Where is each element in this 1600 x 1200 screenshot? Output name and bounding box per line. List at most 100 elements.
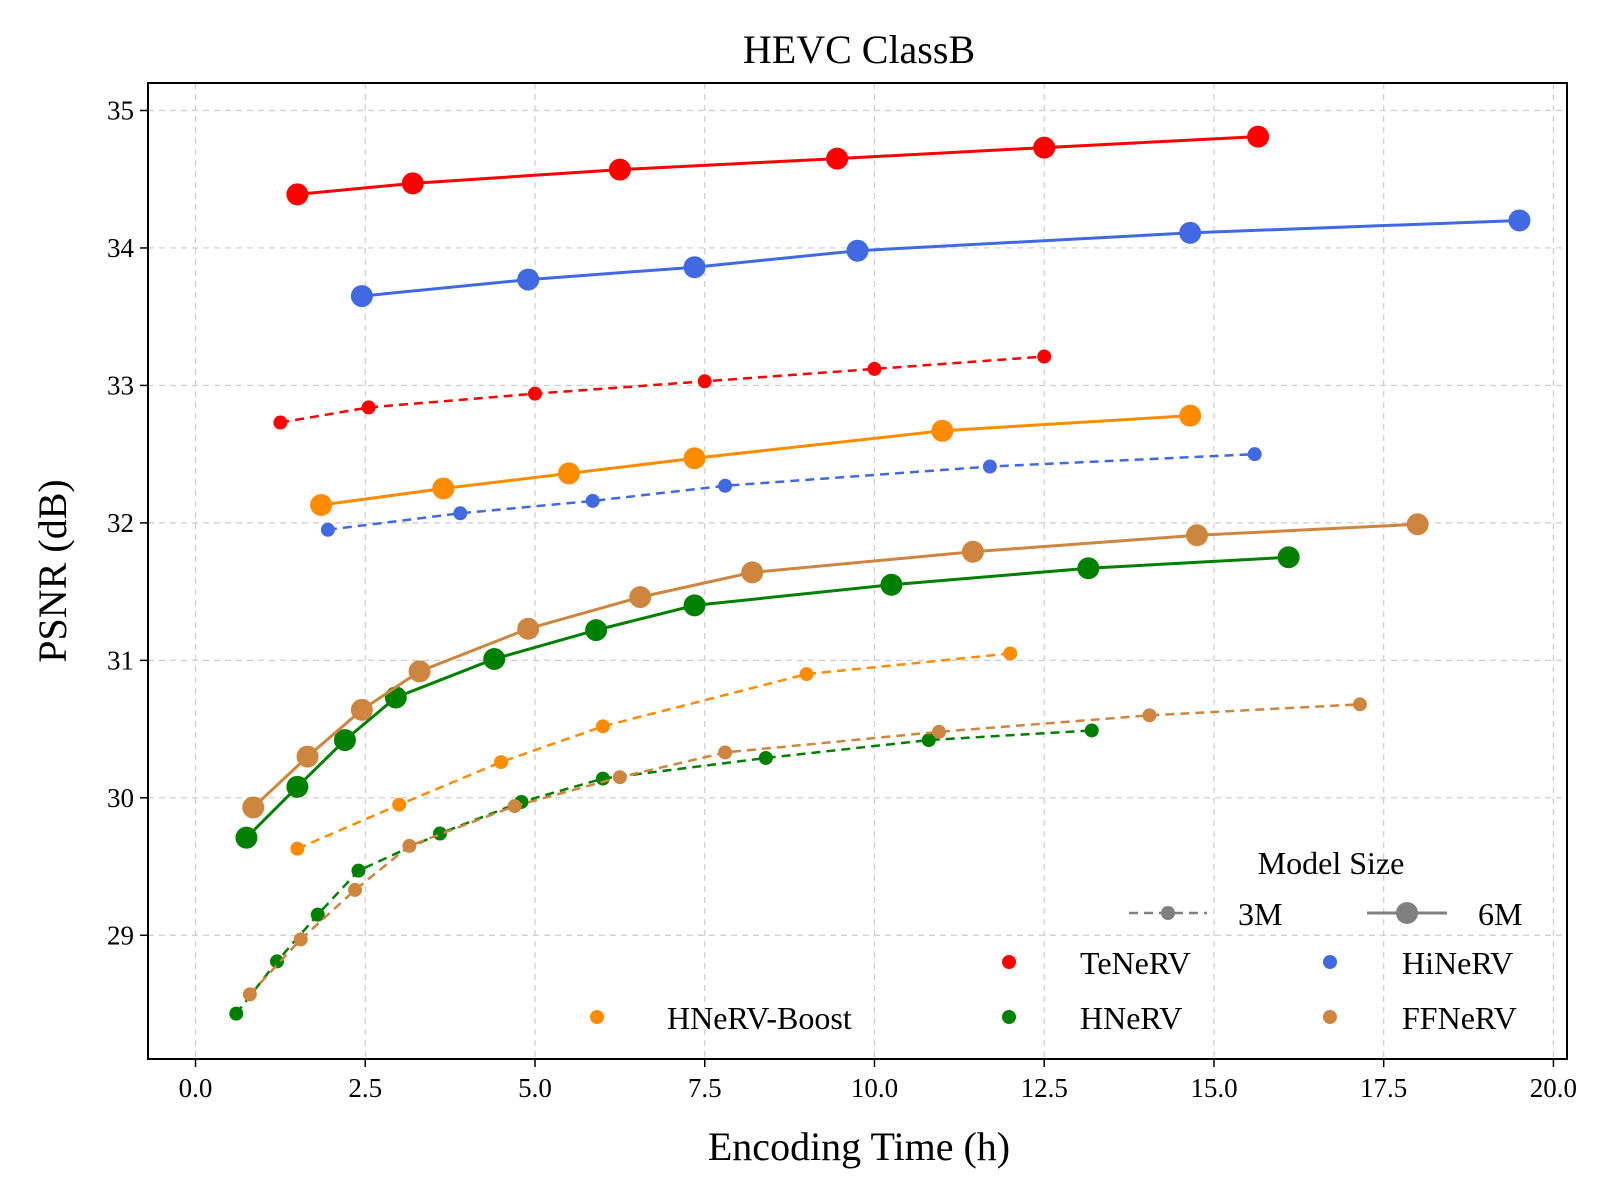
legend-marker-hnerv-boost bbox=[590, 1010, 604, 1024]
data-point bbox=[1247, 447, 1262, 462]
data-point bbox=[432, 826, 447, 841]
y-tick-label: 34 bbox=[107, 233, 135, 263]
data-point bbox=[585, 619, 608, 642]
legend-6m-label: 6M bbox=[1478, 896, 1522, 932]
data-point bbox=[758, 750, 773, 765]
data-point bbox=[408, 660, 431, 683]
data-point bbox=[432, 477, 455, 500]
data-point bbox=[799, 667, 814, 682]
data-point bbox=[1077, 557, 1100, 580]
data-point bbox=[1003, 646, 1018, 661]
data-point bbox=[826, 147, 849, 170]
series-ffnerv-6m bbox=[242, 513, 1429, 819]
legend-marker-tenerv bbox=[1002, 955, 1016, 969]
y-tick-label: 31 bbox=[107, 645, 134, 675]
legend-label-hnerv-boost: HNeRV-Boost bbox=[667, 1000, 852, 1036]
chart-title: HEVC ClassB bbox=[743, 27, 975, 72]
y-tick-label: 29 bbox=[107, 920, 134, 950]
series-line bbox=[296, 652, 1011, 850]
data-point bbox=[286, 183, 309, 206]
legend-marker-hnerv bbox=[1002, 1010, 1016, 1024]
series-line bbox=[327, 452, 1255, 532]
data-point bbox=[557, 462, 580, 485]
x-axis: 0.0 2.5 5.0 7.5 10.0 12.5 15.0 17.5 20.0 bbox=[179, 1059, 1577, 1103]
x-tick-label: 20.0 bbox=[1530, 1073, 1577, 1103]
series-line bbox=[245, 555, 1289, 839]
legend-marker-ffnerv bbox=[1323, 1010, 1337, 1024]
y-axis-label: PSNR (dB) bbox=[30, 479, 75, 662]
data-point bbox=[961, 540, 984, 563]
series-line bbox=[361, 218, 1520, 298]
data-point bbox=[293, 932, 308, 947]
data-point bbox=[507, 799, 522, 814]
data-point bbox=[392, 797, 407, 812]
x-tick-label: 0.0 bbox=[179, 1073, 213, 1103]
data-point bbox=[273, 415, 288, 430]
data-point bbox=[310, 907, 325, 922]
data-point bbox=[612, 770, 627, 785]
data-point bbox=[361, 400, 376, 415]
data-point bbox=[229, 1006, 244, 1021]
x-tick-label: 17.5 bbox=[1360, 1073, 1407, 1103]
data-point bbox=[350, 698, 373, 721]
data-point bbox=[982, 459, 997, 474]
data-point bbox=[1179, 404, 1202, 427]
data-point bbox=[320, 522, 335, 537]
data-point bbox=[401, 172, 424, 195]
data-point bbox=[629, 586, 652, 609]
grid bbox=[148, 83, 1567, 1059]
x-tick-label: 15.0 bbox=[1190, 1073, 1237, 1103]
data-point bbox=[350, 285, 373, 308]
data-point bbox=[1084, 723, 1099, 738]
x-tick-label: 7.5 bbox=[688, 1073, 722, 1103]
data-point bbox=[1406, 513, 1429, 536]
data-point bbox=[242, 796, 265, 819]
data-point bbox=[683, 594, 706, 617]
x-axis-label: Encoding Time (h) bbox=[708, 1124, 1010, 1169]
x-tick-label: 12.5 bbox=[1021, 1073, 1068, 1103]
series-line bbox=[320, 414, 1191, 507]
series-tenerv-3m bbox=[273, 349, 1052, 430]
legend: Model Size 3M 6M TeNeRV HiNeRV HNeRV-Boost HNe… bbox=[590, 845, 1522, 1036]
series-tenerv-6m bbox=[286, 125, 1270, 206]
x-tick-label: 10.0 bbox=[851, 1073, 898, 1103]
series-hinerv-3m bbox=[320, 447, 1262, 537]
legend-title: Model Size bbox=[1258, 845, 1405, 881]
legend-label-ffnerv: FFNeRV bbox=[1402, 1000, 1517, 1036]
data-point bbox=[846, 239, 869, 262]
data-point bbox=[528, 386, 542, 401]
data-point bbox=[741, 561, 764, 584]
data-point bbox=[595, 771, 610, 786]
legend-3m-marker bbox=[1161, 906, 1175, 920]
series-hinerv-6m bbox=[350, 209, 1531, 308]
data-point bbox=[931, 724, 946, 739]
legend-6m-marker bbox=[1396, 902, 1418, 924]
data-point bbox=[921, 733, 936, 748]
data-point bbox=[333, 729, 356, 752]
data-point bbox=[1247, 125, 1270, 148]
data-point bbox=[351, 863, 366, 878]
y-tick-label: 33 bbox=[107, 370, 134, 400]
data-point bbox=[242, 987, 257, 1002]
x-tick-label: 2.5 bbox=[348, 1073, 382, 1103]
data-point bbox=[235, 826, 258, 849]
data-point bbox=[310, 494, 333, 517]
plot-frame bbox=[147, 82, 1568, 1060]
data-point bbox=[286, 775, 309, 798]
legend-label-tenerv: TeNeRV bbox=[1080, 945, 1191, 981]
data-point bbox=[402, 838, 417, 853]
x-tick-label: 5.0 bbox=[518, 1073, 552, 1103]
data-point bbox=[1142, 708, 1157, 723]
data-point bbox=[683, 256, 706, 279]
legend-marker-hinerv bbox=[1323, 955, 1337, 969]
y-tick-label: 30 bbox=[107, 783, 134, 813]
data-point bbox=[1037, 349, 1052, 364]
series-hnerv-boost-3m bbox=[290, 646, 1018, 856]
data-point bbox=[494, 755, 509, 770]
data-point bbox=[290, 841, 305, 856]
data-point bbox=[931, 419, 954, 442]
data-point bbox=[517, 617, 540, 640]
series-line bbox=[280, 355, 1045, 424]
data-point bbox=[867, 361, 882, 376]
